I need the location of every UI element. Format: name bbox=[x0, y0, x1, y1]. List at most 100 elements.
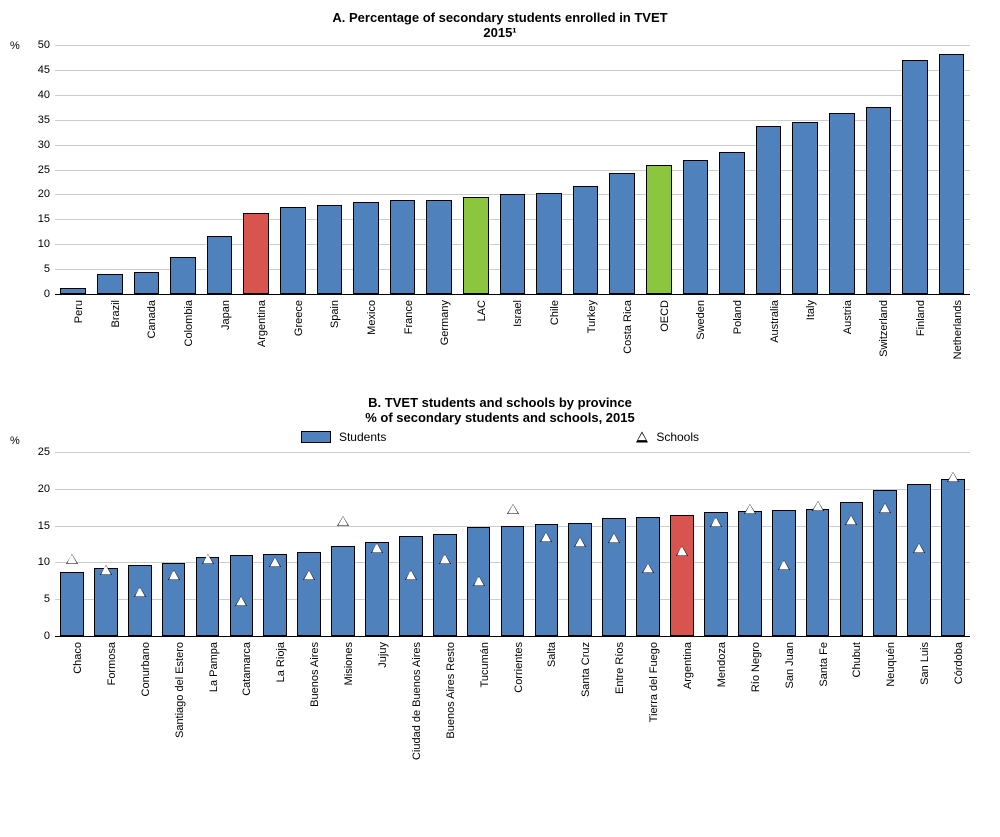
data-marker bbox=[304, 570, 314, 579]
chart-b-plot: 0510152025 bbox=[55, 452, 970, 637]
x-tick-label: Argentina bbox=[682, 642, 694, 689]
x-tick-label: Greece bbox=[293, 300, 305, 336]
chart-a-title: A. Percentage of secondary students enro… bbox=[20, 10, 980, 25]
x-tick-label: Sweden bbox=[695, 300, 707, 340]
x-tick-label: Turkey bbox=[586, 300, 598, 333]
x-tick-label: Tierra del Fuego bbox=[648, 642, 660, 722]
data-bar bbox=[719, 152, 745, 294]
data-bar bbox=[501, 526, 525, 636]
data-marker bbox=[745, 505, 755, 514]
x-tick-label: Germany bbox=[439, 300, 451, 345]
y-tick: 20 bbox=[38, 483, 55, 495]
data-bar bbox=[829, 113, 855, 294]
x-tick-label: Colombia bbox=[183, 300, 195, 346]
data-bar bbox=[134, 272, 160, 294]
data-marker bbox=[169, 570, 179, 579]
x-tick-label: Conurbano bbox=[140, 642, 152, 696]
x-tick-label: Israel bbox=[512, 300, 524, 327]
data-bar bbox=[331, 546, 355, 636]
data-bar bbox=[609, 173, 635, 294]
x-tick-label: France bbox=[403, 300, 415, 334]
data-bar bbox=[683, 160, 709, 294]
y-tick: 5 bbox=[44, 263, 55, 275]
data-marker bbox=[813, 502, 823, 511]
data-marker bbox=[406, 570, 416, 579]
data-bar bbox=[866, 107, 892, 294]
x-tick-label: Canada bbox=[146, 300, 158, 339]
y-tick: 35 bbox=[38, 114, 55, 126]
chart-a-plot: 05101520253035404550 bbox=[55, 45, 970, 295]
data-bar bbox=[353, 202, 379, 294]
x-tick-label: Chaco bbox=[72, 642, 84, 674]
x-tick-label: Santiago del Estero bbox=[174, 642, 186, 738]
data-bar bbox=[756, 126, 782, 294]
x-tick-label: Tucumán bbox=[479, 642, 491, 687]
x-tick-label: Peru bbox=[73, 300, 85, 323]
legend-schools: Schools bbox=[636, 430, 699, 444]
x-tick-label: San Juan bbox=[784, 642, 796, 688]
y-tick: 10 bbox=[38, 238, 55, 250]
data-marker bbox=[338, 517, 348, 526]
x-tick-label: Santa Cruz bbox=[580, 642, 592, 697]
data-marker bbox=[203, 554, 213, 563]
data-marker bbox=[440, 554, 450, 563]
data-bar bbox=[636, 517, 660, 636]
y-tick: 40 bbox=[38, 89, 55, 101]
data-marker bbox=[609, 534, 619, 543]
y-tick: 15 bbox=[38, 520, 55, 532]
data-marker bbox=[541, 532, 551, 541]
data-bar bbox=[738, 511, 762, 636]
data-bar bbox=[902, 60, 928, 294]
y-tick: 25 bbox=[38, 446, 55, 458]
x-tick-label: Buenos Aires Resto bbox=[445, 642, 457, 739]
x-tick-label: OECD bbox=[659, 300, 671, 332]
x-tick-label: Italy bbox=[805, 300, 817, 320]
chart-b-y-label: % bbox=[10, 435, 20, 447]
chart-a-subtitle: 2015¹ bbox=[20, 25, 980, 40]
x-tick-label: Netherlands bbox=[952, 300, 964, 359]
y-tick: 50 bbox=[38, 39, 55, 51]
x-tick-label: Poland bbox=[732, 300, 744, 334]
x-tick-label: Entre Ríos bbox=[614, 642, 626, 694]
legend-bar-swatch bbox=[301, 431, 331, 443]
chart-b-legend: Students Schools bbox=[20, 430, 980, 444]
data-marker bbox=[135, 587, 145, 596]
chart-b-subtitle: % of secondary students and schools, 201… bbox=[20, 410, 980, 425]
data-marker bbox=[914, 543, 924, 552]
data-bar bbox=[426, 200, 452, 294]
y-tick: 25 bbox=[38, 164, 55, 176]
data-bar bbox=[500, 194, 526, 294]
x-tick-label: Chubut bbox=[851, 642, 863, 677]
data-bar bbox=[670, 515, 694, 636]
x-tick-label: LAC bbox=[476, 300, 488, 321]
data-marker bbox=[67, 554, 77, 563]
x-tick-label: Formosa bbox=[106, 642, 118, 685]
x-tick-label: Catamarca bbox=[241, 642, 253, 696]
data-marker bbox=[372, 543, 382, 552]
x-tick-label: Argentina bbox=[256, 300, 268, 347]
data-bar bbox=[772, 510, 796, 636]
y-tick: 5 bbox=[44, 593, 55, 605]
x-tick-label: San Luis bbox=[919, 642, 931, 685]
data-bar bbox=[399, 536, 423, 636]
x-tick-label: La Pampa bbox=[208, 642, 220, 692]
x-tick-label: Finland bbox=[915, 300, 927, 336]
data-marker bbox=[101, 565, 111, 574]
x-tick-label: Brazil bbox=[110, 300, 122, 328]
y-tick: 0 bbox=[44, 288, 55, 300]
chart-a-xlabels: PeruBrazilCanadaColombiaJapanArgentinaGr… bbox=[55, 295, 970, 385]
x-tick-label: Misiones bbox=[343, 642, 355, 685]
data-marker bbox=[643, 563, 653, 572]
data-marker bbox=[270, 558, 280, 567]
x-tick-label: Río Negro bbox=[750, 642, 762, 692]
x-tick-label: Salta bbox=[546, 642, 558, 667]
data-bar bbox=[941, 479, 965, 636]
data-bar bbox=[646, 165, 672, 294]
chart-b-container: B. TVET students and schools by province… bbox=[0, 395, 1000, 792]
x-tick-label: Chile bbox=[549, 300, 561, 325]
legend-marker-label: Schools bbox=[656, 430, 699, 444]
x-tick-label: Spain bbox=[329, 300, 341, 328]
data-marker bbox=[508, 505, 518, 514]
data-bar bbox=[128, 565, 152, 636]
y-tick: 20 bbox=[38, 188, 55, 200]
